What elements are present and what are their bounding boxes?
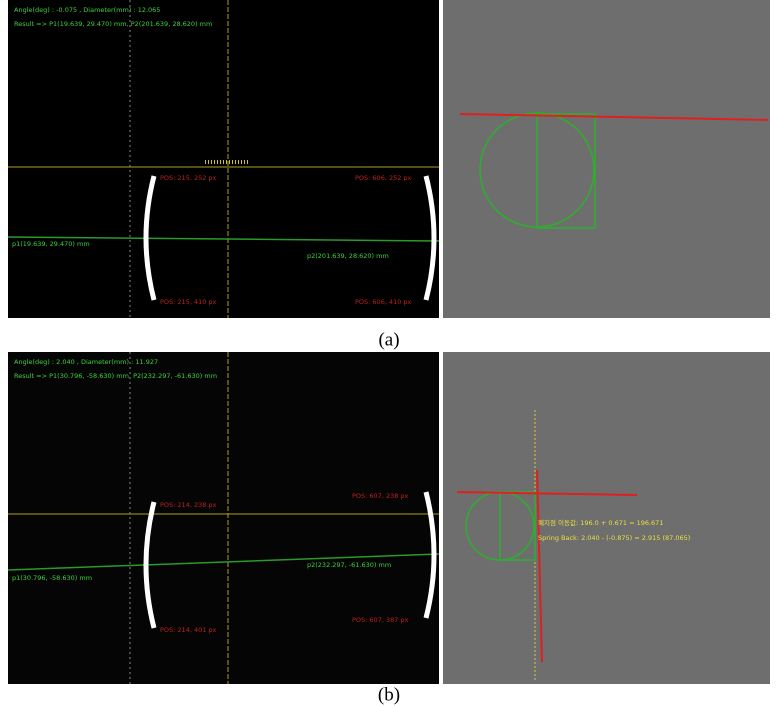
panel-a: Angle(deg) : -0.075 , Diameter(mm) : 12.… [8, 0, 770, 350]
header-text: Result => P1(19.639, 29.470) mm, P2(201.… [14, 20, 212, 28]
pos-label: POS: 215, 410 px [160, 298, 217, 306]
point-label: p1(19.639, 29.470) mm [12, 240, 90, 248]
point-label: p2(201.639, 28.620) mm [307, 252, 389, 260]
pos-label: POS: 215, 252 px [160, 174, 217, 182]
point-label: p2(232.297, -61.630) mm [307, 561, 391, 569]
pos-label: POS: 214, 401 px [160, 626, 217, 634]
pos-label: POS: 606, 410 px [355, 298, 412, 306]
header-text: Result => P1(30.796, -58.630) mm, P2(232… [14, 372, 217, 380]
caption: (b) [378, 684, 400, 705]
note-text: Spring Back: 2.040 - (-0.875) = 2.915 (8… [538, 534, 690, 542]
caption: (a) [378, 329, 399, 350]
note-text: 폐지점 이동값: 196.0 + 0.671 = 196.671 [538, 518, 663, 527]
point-label: p1(30.796, -58.630) mm [12, 574, 92, 582]
camera-view [8, 352, 439, 684]
result-view [443, 0, 770, 318]
pos-label: POS: 214, 238 px [160, 501, 217, 509]
result-view [443, 352, 770, 684]
figure: Angle(deg) : -0.075 , Diameter(mm) : 12.… [0, 0, 777, 706]
pos-label: POS: 607, 387 px [352, 616, 409, 624]
header-text: Angle(deg) : 2.040 , Diameter(mm) : 11.9… [14, 358, 158, 366]
pos-label: POS: 606, 252 px [355, 174, 412, 182]
header-text: Angle(deg) : -0.075 , Diameter(mm) : 12.… [14, 6, 160, 14]
pos-label: POS: 607, 238 px [352, 492, 409, 500]
camera-view [8, 0, 439, 318]
panel-b: Angle(deg) : 2.040 , Diameter(mm) : 11.9… [8, 352, 770, 705]
